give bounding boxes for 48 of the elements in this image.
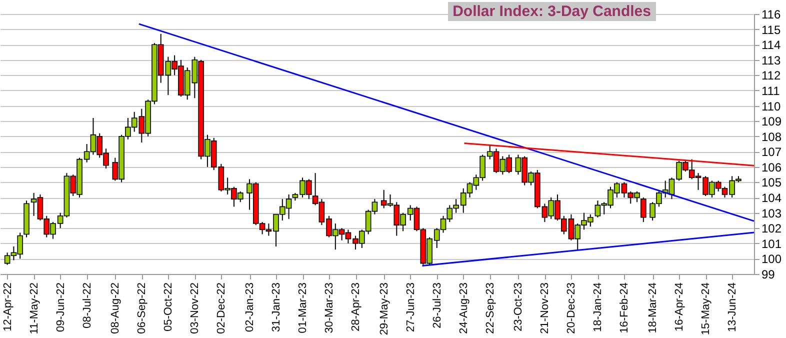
x-tick-label: 11-May-22 [28, 282, 40, 334]
y-tick-label: 110 [762, 99, 781, 114]
x-tick-label: 31-Jan-23 [270, 282, 283, 332]
x-tick-label: 28-Apr-23 [350, 282, 362, 332]
x-tick-label: 18-Mar-24 [647, 282, 660, 334]
y-tick-label: 113 [762, 53, 781, 68]
x-tick-label: 24-Aug-23 [458, 282, 470, 334]
x-tick-label: 21-Nov-23 [539, 282, 552, 334]
x-tick-label: 02-Dec-22 [216, 282, 228, 334]
x-tick-label: 03-Nov-22 [189, 282, 202, 334]
y-tick-label: 115 [762, 22, 781, 37]
candlestick [640, 197, 646, 222]
y-tick-label: 114 [762, 38, 781, 52]
y-tick-label: 104 [762, 191, 782, 206]
y-tick-label: 111 [762, 84, 780, 98]
x-tick-label: 09-Jun-22 [54, 282, 67, 332]
x-tick-label: 30-Mar-23 [324, 282, 336, 334]
y-tick-label: 105 [762, 176, 782, 190]
x-tick-label: 12-Apr-22 [2, 282, 14, 332]
y-tick-label: 101 [762, 236, 782, 251]
y-tick-label: 103 [762, 206, 782, 220]
x-tick-label: 29-May-23 [378, 282, 390, 336]
x-tick-label: 05-Oct-22 [162, 282, 175, 332]
x-tick-label: 23-Oct-23 [512, 282, 525, 332]
x-tick-label: 27-Jun-23 [404, 282, 417, 332]
y-tick-label: 108 [762, 130, 782, 144]
chart-title: Dollar Index: 3-Day Candles [448, 2, 656, 21]
y-tick-label: 99 [762, 268, 776, 282]
y-tick-label: 109 [762, 114, 782, 129]
x-tick-label: 22-Sep-23 [484, 282, 496, 334]
y-tick-label: 112 [762, 68, 781, 83]
y-tick-label: 107 [762, 145, 782, 160]
x-tick-label: 18-Jan-24 [592, 282, 604, 332]
x-tick-label: 13-Jun-24 [726, 282, 739, 332]
x-tick-label: 16-Apr-24 [674, 282, 686, 332]
y-tick-label: 116 [762, 8, 781, 22]
x-tick-label: 26-Jul-23 [431, 282, 444, 328]
x-tick-label: 20-Dec-23 [566, 282, 578, 334]
y-tick-label: 100 [762, 252, 782, 266]
y-tick-label: 106 [762, 160, 782, 174]
x-tick-label: 01-Mar-23 [297, 282, 310, 334]
x-tick-label: 15-May-24 [700, 282, 712, 336]
y-tick-label: 102 [762, 222, 782, 236]
x-tick-label: 08-Jul-22 [81, 282, 94, 328]
x-tick-label: 16-Feb-24 [618, 282, 631, 334]
x-tick-label: 06-Sep-22 [136, 282, 148, 334]
x-tick-label: 02-Jan-23 [244, 282, 256, 332]
x-tick-label: 08-Aug-22 [110, 282, 122, 334]
